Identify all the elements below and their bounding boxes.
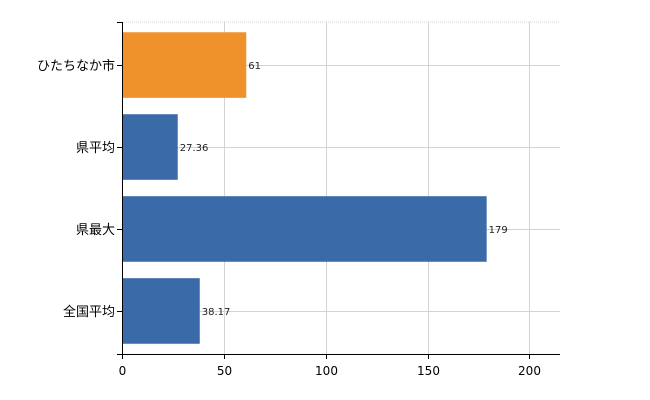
x-axis-tick-label: 150 <box>417 364 440 378</box>
x-axis-tick-label: 200 <box>518 364 541 378</box>
bar-data-label: 38.17 <box>202 307 231 318</box>
y-axis-category-label: 全国平均 <box>63 304 115 320</box>
bar <box>122 32 247 98</box>
x-axis-tick-label: 50 <box>217 364 232 378</box>
y-axis-category-label: 県最大 <box>76 223 115 238</box>
y-axis-category-label: ひたちなか市 <box>37 58 115 74</box>
grid-layer <box>122 21 560 354</box>
axis-layer <box>117 22 560 359</box>
bar-data-label: 179 <box>489 225 508 236</box>
bar <box>122 278 200 344</box>
x-axis-tick-label: 100 <box>315 364 338 378</box>
bar <box>122 114 178 180</box>
x-axis-tick-label: 0 <box>119 364 127 378</box>
bar-data-label: 61 <box>248 61 261 72</box>
bar-layer <box>122 32 487 344</box>
bar <box>122 196 487 262</box>
y-axis-category-label: 県平均 <box>76 141 115 156</box>
bar-data-label: 27.36 <box>180 143 209 154</box>
